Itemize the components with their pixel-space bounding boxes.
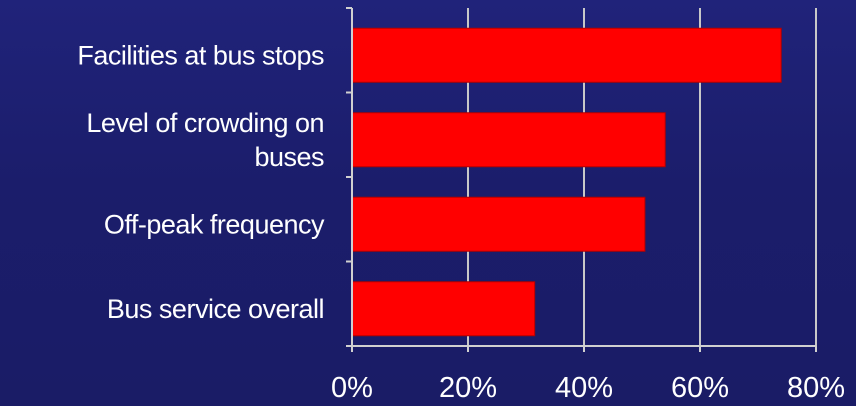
category-label-line: buses <box>254 142 324 172</box>
category-label-line: Facilities at bus stops <box>77 40 324 70</box>
x-tick-label: 20% <box>439 372 497 404</box>
bar <box>351 281 536 337</box>
x-tick-label: 60% <box>671 372 729 404</box>
category-label: Level of crowding on buses <box>86 108 324 172</box>
category-label: Bus service overall <box>107 294 324 324</box>
category-label: Facilities at bus stops <box>77 40 324 70</box>
bar <box>351 112 666 168</box>
category-label-line: Bus service overall <box>107 294 324 324</box>
category-label-line: Off-peak frequency <box>104 209 325 239</box>
bars <box>351 27 782 337</box>
category-label-line: Level of crowding on <box>86 108 324 138</box>
category-labels: Facilities at bus stops Level of crowding… <box>77 40 325 324</box>
axes <box>346 7 817 352</box>
x-tick-label: 0% <box>331 372 373 404</box>
bar <box>351 196 646 252</box>
category-label: Off-peak frequency <box>104 209 325 239</box>
x-tick-label: 80% <box>787 372 845 404</box>
x-tick-label: 40% <box>555 372 613 404</box>
x-tick-labels: 0% 20% 40% 60% 80% <box>331 372 845 404</box>
bar <box>351 27 782 83</box>
